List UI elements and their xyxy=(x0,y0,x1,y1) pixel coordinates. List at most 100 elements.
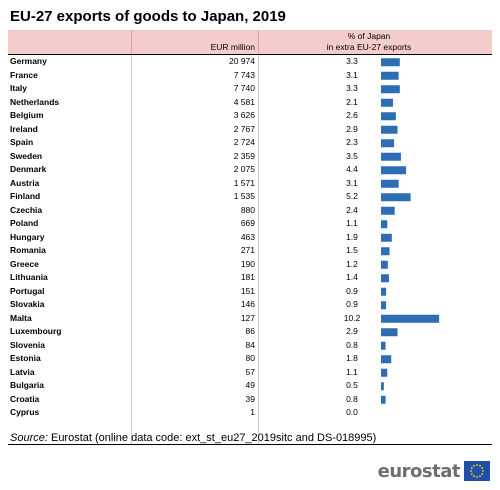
country-label: Cyprus xyxy=(10,407,40,417)
table-row: Italy 7 740 3.3 xyxy=(8,82,492,96)
eur-value: 57 xyxy=(245,366,255,377)
country-label: Bulgaria xyxy=(10,380,45,390)
pct-bar xyxy=(381,139,395,148)
table-row: Malta 127 10.2 xyxy=(8,312,492,326)
pct-bar xyxy=(381,314,440,323)
pct-value: 2.1 xyxy=(346,96,358,107)
pct-value: 2.6 xyxy=(346,110,358,120)
pct-bar xyxy=(381,85,400,94)
eur-value: 190 xyxy=(240,258,255,269)
eur-value: 7 743 xyxy=(233,69,255,80)
eur-value: 1 571 xyxy=(233,177,255,188)
country-label: Czechia xyxy=(10,204,43,215)
pct-value: 1.4 xyxy=(346,272,358,282)
country-label: Lithuania xyxy=(10,272,48,282)
table-row: Greece 190 1.2 xyxy=(8,258,492,272)
country-label: Sweden xyxy=(10,150,43,161)
pct-bar xyxy=(381,166,407,175)
country-label: Croatia xyxy=(10,393,40,404)
country-label: Netherlands xyxy=(10,96,60,107)
table-row: Austria 1 571 3.1 xyxy=(8,177,492,191)
pct-value: 1.5 xyxy=(346,245,358,255)
country-label: Greece xyxy=(10,258,39,269)
pct-bar xyxy=(381,112,396,121)
column-separator xyxy=(131,55,132,444)
eur-value: 7 740 xyxy=(233,83,255,93)
column-separator xyxy=(258,55,259,444)
pct-value: 1.2 xyxy=(346,258,358,269)
eur-value: 2 359 xyxy=(233,150,255,161)
pct-value: 3.3 xyxy=(346,56,358,66)
table-row: Ireland 2 767 2.9 xyxy=(8,123,492,137)
eur-value: 2 767 xyxy=(233,123,255,134)
pct-bar xyxy=(381,247,390,256)
eur-value: 86 xyxy=(245,326,255,336)
pct-value: 3.5 xyxy=(346,150,358,161)
pct-header-line2: in extra EU-27 exports xyxy=(326,42,412,52)
pct-value: 10.2 xyxy=(343,312,361,323)
pct-value: 0.8 xyxy=(346,339,358,350)
eur-value: 80 xyxy=(245,353,255,363)
pct-bar xyxy=(381,287,387,296)
eur-value: 1 xyxy=(250,407,255,417)
pct-header: % of Japan in extra EU-27 exports xyxy=(293,30,445,55)
eurostat-logo: eurostat xyxy=(378,460,490,482)
table-row: Slovenia 84 0.8 xyxy=(8,339,492,353)
eur-value: 4 581 xyxy=(233,96,255,107)
pct-bar-chart xyxy=(381,58,440,404)
country-label: Denmark xyxy=(10,164,47,174)
eur-value: 1 535 xyxy=(233,191,255,201)
pct-value: 3.3 xyxy=(346,83,358,93)
pct-bar xyxy=(381,220,388,229)
table-row: Netherlands 4 581 2.1 xyxy=(8,96,492,110)
eu-flag-icon xyxy=(464,461,490,481)
pct-bar xyxy=(381,206,395,215)
country-label: Finland xyxy=(10,191,41,201)
eur-million-header: EUR million xyxy=(210,42,255,52)
pct-bar xyxy=(381,328,398,337)
pct-value: 0.5 xyxy=(346,380,358,390)
country-label: Slovenia xyxy=(10,339,45,350)
pct-value: 0.8 xyxy=(346,393,358,404)
table-row: Poland 669 1.1 xyxy=(8,217,492,231)
pct-value: 1.9 xyxy=(346,231,358,242)
pct-bar xyxy=(381,368,388,377)
pct-value: 3.1 xyxy=(346,177,358,188)
eur-value: 2 075 xyxy=(233,164,255,174)
eur-value: 49 xyxy=(245,380,255,390)
eur-value: 271 xyxy=(240,245,255,255)
pct-bar xyxy=(381,395,386,404)
table-bottom-rule xyxy=(8,444,492,445)
country-label: Portugal xyxy=(10,285,45,296)
table-row: Latvia 57 1.1 xyxy=(8,366,492,380)
pct-value: 2.3 xyxy=(346,137,358,147)
pct-bar xyxy=(381,98,393,107)
table-row: Romania 271 1.5 xyxy=(8,244,492,258)
pct-value: 3.1 xyxy=(346,69,358,80)
country-label: Estonia xyxy=(10,353,41,363)
pct-value: 0.9 xyxy=(346,285,358,296)
table-row: Portugal 151 0.9 xyxy=(8,285,492,299)
country-label: Luxembourg xyxy=(10,326,62,336)
pct-bar xyxy=(381,152,401,161)
table-row: Czechia 880 2.4 xyxy=(8,204,492,218)
pct-value: 0.9 xyxy=(346,299,358,309)
pct-bar xyxy=(381,382,384,391)
country-label: Romania xyxy=(10,245,46,255)
table-row: Belgium 3 626 2.6 xyxy=(8,109,492,123)
country-label: Austria xyxy=(10,177,40,188)
country-label: Ireland xyxy=(10,123,38,134)
country-label: Poland xyxy=(10,218,39,228)
table-row: Spain 2 724 2.3 xyxy=(8,136,492,150)
eur-value: 181 xyxy=(240,272,255,282)
country-label: Italy xyxy=(10,83,28,93)
pct-value: 1.1 xyxy=(346,218,358,228)
table-row: Germany 20 974 3.3 xyxy=(8,55,492,69)
pct-bar xyxy=(381,355,392,364)
eur-value: 84 xyxy=(245,339,255,350)
table-row: France 7 743 3.1 xyxy=(8,69,492,83)
country-label: Germany xyxy=(10,56,47,66)
pct-value: 2.4 xyxy=(346,204,358,215)
logo-text: eurostat xyxy=(377,460,461,482)
table-row: Hungary 463 1.9 xyxy=(8,231,492,245)
